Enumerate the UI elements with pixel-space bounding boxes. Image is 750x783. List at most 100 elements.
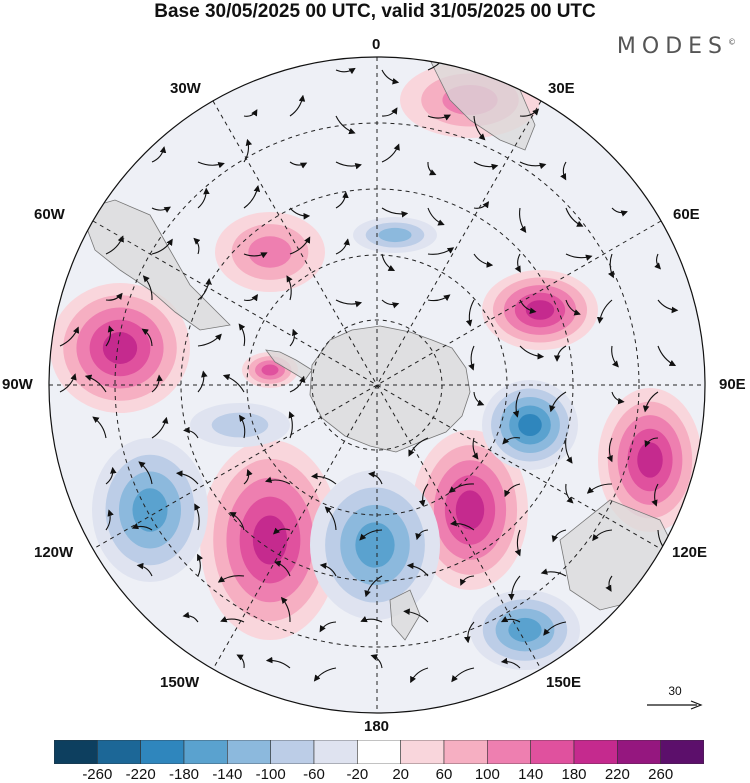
wind-vector — [654, 253, 662, 270]
wind-vector — [565, 207, 584, 227]
wind-vector — [502, 437, 521, 445]
wind-vector — [540, 568, 567, 577]
wind-vector — [543, 621, 567, 636]
reference-arrow-icon — [647, 700, 703, 710]
wind-vector — [471, 437, 479, 460]
wind-vector — [460, 575, 475, 586]
wind-vector — [451, 667, 475, 683]
wind-vector — [408, 437, 429, 457]
colorbar-swatch — [660, 740, 704, 764]
wind-vector — [512, 391, 521, 418]
wind-vector — [243, 185, 261, 209]
wind-vector — [549, 391, 567, 413]
colorbar-tick-label: 220 — [604, 766, 630, 783]
anomaly-contour — [132, 488, 168, 532]
anomaly-contour — [102, 332, 138, 364]
wind-vector — [289, 207, 311, 220]
wind-vector — [468, 345, 475, 371]
anomaly-contour — [261, 364, 279, 376]
colorbar-swatch — [400, 740, 445, 764]
lon-label-90e: 90E — [719, 376, 746, 393]
wind-vector — [381, 253, 396, 271]
wind-vector — [138, 461, 153, 485]
meridian-60w-120e — [92, 220, 662, 550]
anomaly-contour — [508, 617, 542, 643]
lon-label-120e: 120E — [672, 544, 708, 561]
colorbar-tick-label: -140 — [212, 766, 243, 783]
colorbar-swatch — [313, 740, 358, 764]
wind-vector — [84, 374, 107, 393]
anomaly-contour — [211, 412, 269, 438]
map-disc — [49, 57, 705, 713]
wind-vector — [403, 608, 429, 623]
wind-vector — [592, 529, 613, 542]
wind-vector — [243, 138, 253, 163]
anomaly-contour — [525, 300, 555, 320]
colorbar-tick-label: -260 — [82, 766, 113, 783]
wind-vector — [606, 437, 613, 463]
anomaly-contour — [248, 236, 292, 268]
wind-vector — [238, 414, 246, 439]
wind-vector — [182, 611, 199, 623]
wind-vector — [220, 616, 245, 623]
wind-vector — [473, 115, 486, 141]
wind-vector — [105, 466, 117, 485]
wind-vector — [243, 252, 268, 259]
wind-vector — [427, 114, 451, 121]
wind-vector — [289, 161, 308, 169]
colorbar-tick-label: 20 — [392, 766, 409, 783]
graticule — [49, 57, 705, 713]
colorbar-swatch — [97, 740, 141, 764]
brand-logo: MODES© — [617, 34, 736, 59]
wind-vector — [151, 206, 171, 213]
colorbar-tick-label: -60 — [303, 766, 325, 783]
wind-vector — [264, 476, 291, 485]
wind-vector — [59, 326, 80, 347]
wind-vector — [151, 238, 173, 255]
anomaly-contour — [637, 442, 663, 478]
wind-vector — [243, 294, 258, 302]
colorbar-swatch — [530, 740, 575, 764]
wind-vector — [319, 562, 337, 577]
meridian-30e-150w — [212, 100, 542, 670]
wind-vector — [427, 247, 455, 255]
wind-vector — [360, 616, 383, 623]
wind-vector — [565, 437, 573, 464]
wind-vector — [243, 468, 253, 485]
wind-vector — [519, 161, 547, 170]
wind-vector — [381, 299, 400, 309]
wind-vector — [151, 374, 163, 393]
wind-vector — [611, 207, 628, 217]
wind-vector — [289, 328, 299, 347]
lon-label-150w: 150W — [160, 674, 200, 691]
colorbar-swatch — [270, 740, 315, 764]
wind-vector — [657, 299, 679, 314]
colorbar-swatch — [573, 740, 618, 764]
wind-vector — [519, 207, 527, 233]
colorbar-swatch — [357, 740, 401, 764]
reference-vector: 30 — [645, 684, 705, 717]
wind-vector — [92, 416, 107, 439]
wind-vector — [642, 391, 659, 413]
wind-vector — [217, 575, 245, 583]
wind-vector — [565, 253, 593, 261]
wind-vector — [265, 656, 291, 669]
colorbar-tick-label: -20 — [346, 766, 369, 783]
wind-vector — [605, 575, 613, 592]
wind-vector — [335, 191, 349, 209]
meridian-30w-150e — [212, 100, 542, 670]
colorbar-swatch — [54, 740, 98, 764]
wind-vector — [410, 667, 429, 684]
wind-vector — [553, 345, 567, 362]
wind-vector — [611, 391, 625, 405]
wind-vector — [415, 529, 429, 541]
wind-vector — [611, 345, 619, 368]
lon-label-150e: 150E — [546, 674, 582, 691]
wind-vector — [311, 472, 337, 485]
meridian-60e-120w — [92, 220, 662, 550]
wind-vector — [288, 411, 295, 439]
lon-label-30e: 30E — [548, 80, 575, 97]
colorbar-tick-label: 60 — [435, 766, 453, 783]
wind-vector — [500, 616, 521, 623]
wind-vector — [324, 506, 337, 531]
